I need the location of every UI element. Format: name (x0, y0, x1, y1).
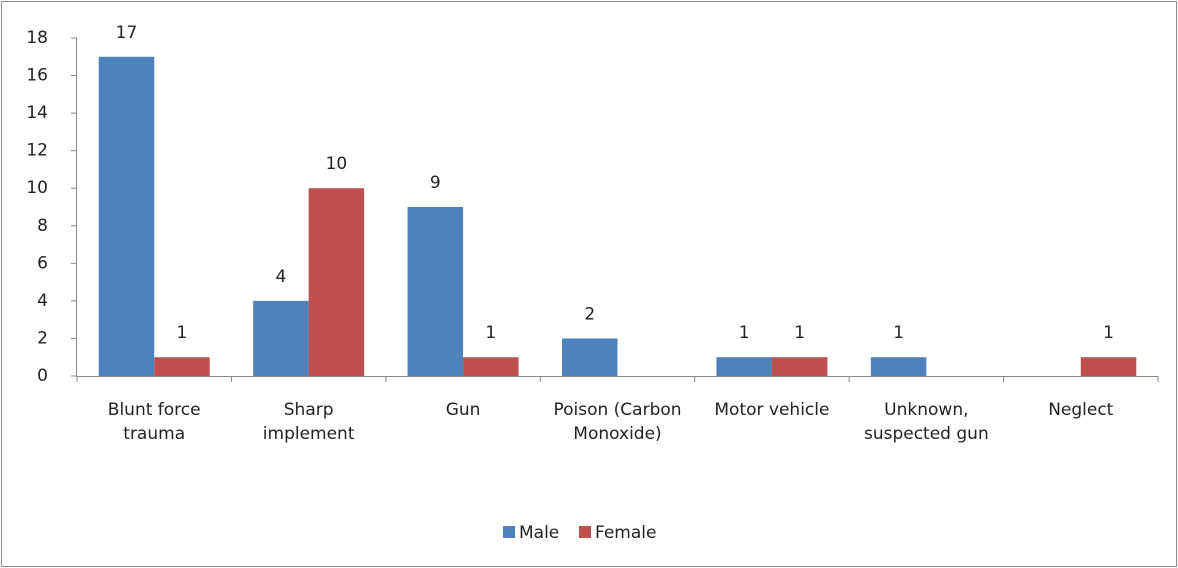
y-tick-label: 8 (37, 216, 48, 236)
x-tick-label: Blunt force trauma (107, 400, 201, 444)
data-label: 17 (116, 23, 138, 43)
legend-label: Female (595, 523, 656, 543)
x-tick-label: Sharp implement (262, 400, 355, 444)
y-tick-label: 14 (26, 103, 48, 123)
y-tick-label: 0 (37, 366, 48, 386)
y-tick-label: 10 (26, 178, 48, 198)
x-tick-label: Unknown, suspected gun (863, 400, 989, 444)
bar (463, 357, 519, 376)
y-tick-label: 4 (37, 291, 48, 311)
x-tick-label: Neglect (1048, 400, 1114, 420)
data-label: 1 (739, 323, 750, 343)
x-tick-label: Gun (445, 400, 481, 420)
data-label: 1 (177, 323, 188, 343)
data-label: 9 (430, 173, 441, 193)
data-label: 1 (893, 323, 904, 343)
bar (1080, 357, 1137, 376)
data-label: 10 (326, 154, 348, 174)
bar (98, 56, 155, 377)
y-tick-label: 18 (26, 28, 48, 48)
bar (771, 357, 828, 376)
data-label: 1 (1103, 323, 1114, 343)
data-label: 2 (584, 304, 595, 324)
x-tick-label: Poison (Carbon Monoxide) (553, 400, 682, 444)
data-label: 1 (485, 323, 496, 343)
bar (562, 338, 618, 376)
data-label: 1 (794, 323, 805, 343)
data-label: 4 (275, 267, 286, 287)
y-tick-label: 2 (37, 328, 48, 348)
y-tick-label: 6 (37, 253, 48, 273)
bar (407, 207, 464, 376)
bar (870, 357, 927, 376)
legend-label: Male (519, 523, 559, 543)
bar (154, 357, 210, 376)
x-tick-label: Motor vehicle (714, 400, 830, 420)
legend-swatch (503, 526, 515, 538)
y-tick-label: 12 (26, 141, 48, 161)
bar (716, 357, 772, 376)
y-tick-label: 16 (26, 66, 48, 86)
legend-swatch (579, 526, 591, 538)
bar (308, 188, 365, 376)
bar (253, 300, 309, 376)
